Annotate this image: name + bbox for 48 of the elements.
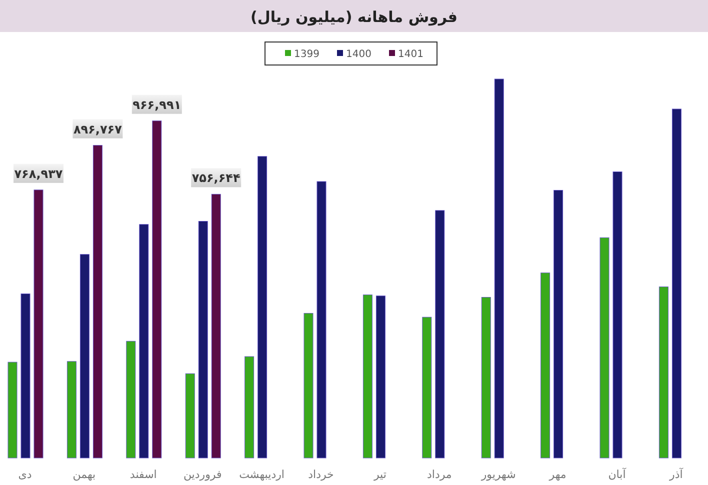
bar [66, 361, 76, 458]
x-tick-label: اسفند [130, 468, 157, 481]
bar [304, 313, 314, 458]
x-tick-label: مهر [548, 468, 566, 481]
bar [8, 362, 18, 458]
bar [185, 373, 195, 458]
bar [481, 297, 491, 458]
bar [376, 296, 386, 458]
bar [152, 120, 162, 458]
x-tick-label: آذر [668, 467, 684, 481]
legend-label: 1400 [346, 49, 372, 60]
x-tick-label: بهمن [72, 468, 96, 481]
bar [244, 356, 254, 458]
bar [600, 237, 610, 458]
bar [362, 294, 372, 458]
data-label: ۷۶۸,۹۳۷ [14, 166, 64, 181]
bar [92, 145, 102, 458]
bar [198, 221, 208, 458]
bar [80, 254, 90, 458]
bar [422, 316, 432, 458]
bar [554, 190, 564, 458]
bar [211, 194, 221, 458]
legend-label: 1401 [398, 49, 424, 60]
bar [20, 294, 30, 458]
bar [540, 272, 550, 458]
legend-label: 1399 [294, 49, 320, 60]
x-tick-label: فروردین [183, 468, 222, 481]
x-tick-label: مرداد [426, 468, 452, 481]
x-tick-label: شهریور [480, 468, 516, 481]
data-label: ۹۶۶,۹۹۱ [132, 98, 182, 112]
bar [34, 190, 44, 458]
bar [126, 340, 136, 458]
x-tick-label: خرداد [308, 468, 334, 481]
bar [672, 108, 682, 458]
bar [658, 286, 668, 458]
x-tick-label: تیر [372, 468, 386, 481]
bar [258, 156, 268, 458]
bar [316, 181, 326, 458]
bar [494, 78, 504, 458]
bar [139, 224, 149, 458]
bar [435, 210, 445, 458]
x-tick-label: دی [18, 468, 32, 481]
data-label: ۷۵۶,۶۴۴ [192, 171, 240, 186]
chart-title: فروش ماهانه (میلیون ریال) [250, 8, 458, 26]
data-label: ۸۹۶,۷۶۷ [73, 122, 123, 136]
x-tick-label: اردیبهشت [239, 468, 284, 481]
bar [612, 171, 622, 458]
x-tick-label: آبان [608, 467, 627, 481]
